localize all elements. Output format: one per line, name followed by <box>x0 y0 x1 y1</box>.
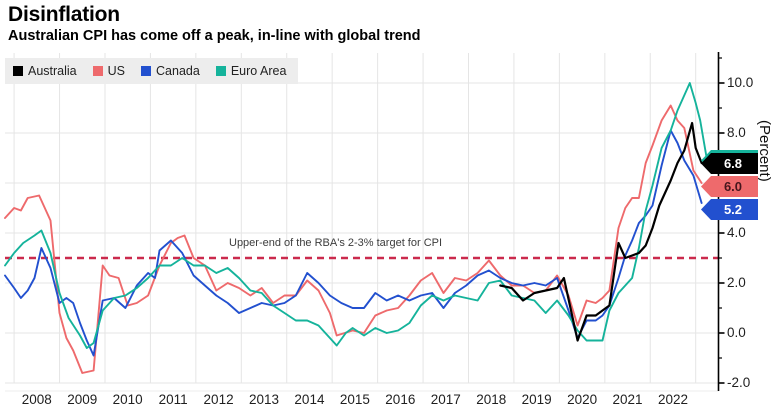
y-tick-label: 4.0 <box>727 225 746 240</box>
legend: Australia US Canada Euro Area <box>5 58 299 84</box>
legend-swatch-euro-area-icon <box>215 66 226 76</box>
y-tick-label: 2.0 <box>727 275 746 290</box>
chart-title: Disinflation <box>8 3 120 26</box>
target-line-annotation: Upper-end of the RBA's 2-3% target for C… <box>229 237 443 249</box>
legend-swatch-us-icon <box>92 66 103 76</box>
y-tick-label: 10.0 <box>727 75 754 90</box>
legend-swatch-canada-icon <box>141 66 152 76</box>
y-tick-label: 0.0 <box>727 325 746 340</box>
y-tick-label: 8.0 <box>727 125 746 140</box>
x-tick-label: 2013 <box>248 392 280 407</box>
x-tick-label: 2010 <box>112 392 143 407</box>
x-tick-label: 2019 <box>521 392 552 407</box>
legend-item-australia: Australia <box>13 64 77 78</box>
chart-subtitle: Australian CPI has come off a peak, in-l… <box>8 28 421 44</box>
end-label-6-8: 6.8 <box>701 153 758 174</box>
x-tick-label: 2016 <box>385 392 416 407</box>
x-tick-label: 2014 <box>294 392 325 407</box>
series-line-euro-area <box>4 82 709 349</box>
legend-label: Euro Area <box>230 64 287 78</box>
y-axis-title: (Percent) <box>756 120 773 182</box>
end-label-5-2: 5.2 <box>701 199 758 220</box>
legend-item-canada: Canada <box>141 64 200 78</box>
x-tick-label: 2008 <box>21 392 52 407</box>
x-tick-label: 2021 <box>612 392 643 407</box>
series-line-australia <box>499 121 703 342</box>
x-tick-label: 2015 <box>339 392 370 407</box>
legend-item-us: US <box>92 64 126 78</box>
x-tick-label: 2022 <box>657 392 688 407</box>
x-tick-label: 2012 <box>203 392 234 407</box>
legend-label: Australia <box>28 64 77 78</box>
legend-label: Canada <box>156 64 200 78</box>
x-tick-label: 2009 <box>67 392 98 407</box>
end-label-6-0: 6.0 <box>701 176 758 197</box>
x-tick-label: 2020 <box>567 392 598 407</box>
x-tick-label: 2018 <box>476 392 507 407</box>
legend-item-euro-area: Euro Area <box>215 64 287 78</box>
x-tick-label: 2017 <box>430 392 461 407</box>
legend-swatch-australia-icon <box>13 66 23 76</box>
legend-label: US <box>107 64 126 78</box>
y-tick-label: -2.0 <box>727 375 751 390</box>
x-tick-label: 2011 <box>158 392 188 407</box>
